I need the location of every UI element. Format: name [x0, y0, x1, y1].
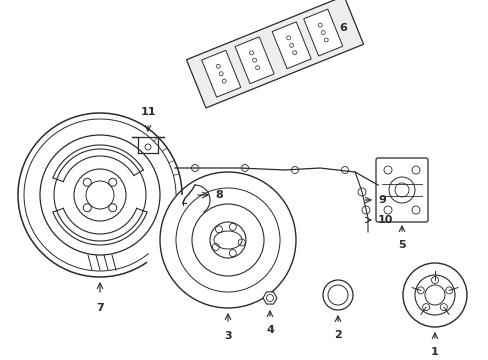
Circle shape: [255, 66, 259, 69]
Text: 9: 9: [377, 195, 385, 205]
Circle shape: [219, 72, 223, 76]
Polygon shape: [303, 9, 342, 56]
Text: 2: 2: [333, 330, 341, 340]
Circle shape: [321, 31, 325, 35]
Circle shape: [289, 43, 293, 47]
Circle shape: [324, 38, 327, 42]
Text: 3: 3: [224, 331, 231, 341]
Polygon shape: [235, 37, 274, 84]
Polygon shape: [186, 0, 363, 108]
Text: 8: 8: [215, 190, 223, 200]
Circle shape: [222, 79, 226, 83]
Text: 11: 11: [140, 107, 156, 117]
Polygon shape: [272, 22, 310, 69]
Circle shape: [292, 51, 296, 55]
Text: 4: 4: [265, 325, 273, 335]
Ellipse shape: [214, 231, 242, 249]
Circle shape: [318, 23, 322, 27]
Text: 6: 6: [338, 23, 346, 33]
Polygon shape: [263, 292, 276, 304]
Text: 1: 1: [430, 347, 438, 357]
Text: 7: 7: [96, 303, 103, 313]
Circle shape: [216, 64, 220, 68]
Polygon shape: [201, 50, 240, 97]
Circle shape: [252, 58, 256, 62]
Text: 10: 10: [377, 215, 392, 225]
FancyBboxPatch shape: [375, 158, 427, 222]
Circle shape: [249, 51, 253, 55]
Circle shape: [286, 36, 290, 40]
Text: 5: 5: [397, 240, 405, 250]
